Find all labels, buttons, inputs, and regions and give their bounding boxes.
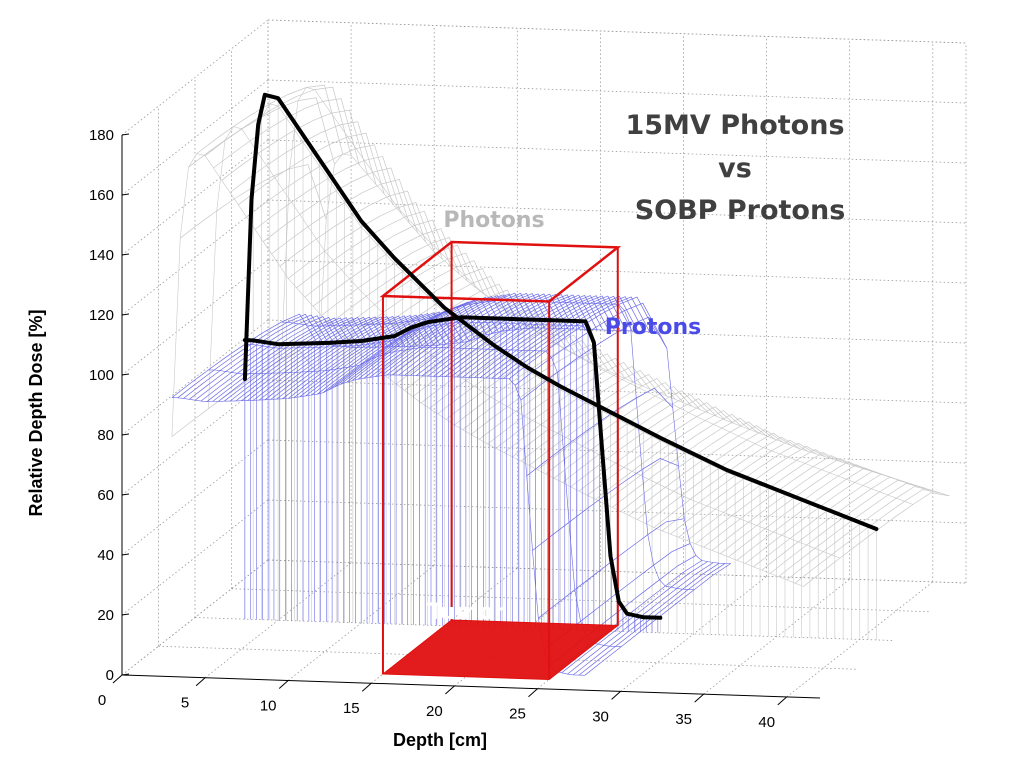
x-tick-mark (195, 677, 206, 687)
y-tick-mark (121, 613, 130, 616)
x-tick-mark (694, 693, 704, 703)
proton-mesh-contour (281, 300, 695, 590)
chart-title-line-2: vs (718, 153, 752, 184)
gridline-back-wall (267, 139, 967, 164)
y-tick-mark (121, 493, 130, 496)
x-tick-label: 30 (592, 708, 609, 725)
proton-mesh-contour (208, 346, 622, 647)
y-tick-mark (121, 133, 130, 136)
y-tick-label: 140 (89, 247, 114, 264)
x-tick-mark (611, 691, 621, 700)
y-tick-mark (121, 553, 130, 556)
y-tick-label: 20 (97, 607, 114, 624)
x-tick-label: 20 (426, 703, 443, 720)
y-tick-mark (121, 313, 130, 316)
x-tick-label: 5 (181, 695, 189, 712)
y-tick-mark (121, 673, 130, 676)
proton-mesh-contour (317, 327, 731, 564)
x-tick-label: 40 (758, 714, 775, 731)
protons-label: Protons (605, 315, 701, 340)
chart-title-line-3: SOBP Protons (635, 195, 846, 226)
gridline-floor-depth (231, 588, 930, 613)
y-tick-mark (121, 433, 130, 436)
x-tick-mark (361, 682, 372, 692)
gridline-back-wall (267, 79, 967, 104)
x-axis-line (121, 674, 821, 699)
y-tick-label: 180 (89, 127, 114, 144)
x-tick-label: 10 (260, 697, 277, 714)
depth-dose-curves (242, 92, 879, 620)
tumor-label: Tumor (427, 600, 504, 625)
photons-label: Photons (443, 208, 544, 233)
proton-mesh-contour (171, 374, 585, 676)
x-tick-mark (528, 688, 538, 698)
y-tick-mark (121, 373, 130, 376)
gridline-left-wall (121, 19, 269, 136)
y-tick-label: 40 (97, 547, 114, 564)
y-tick-label: 80 (97, 427, 114, 444)
gridline-back-wall (267, 199, 967, 224)
x-tick-mark (777, 696, 788, 706)
x-tick-label: 15 (343, 700, 360, 717)
y-tick-label: 0 (106, 667, 114, 684)
axes: 0 20 40 60 80 100 120 140 160 180 0 5 10 15 20 25 30 35 40 (89, 127, 821, 731)
y-tick-label: 100 (89, 367, 114, 384)
y-tick-label: 60 (97, 487, 114, 504)
proton-surface-mesh (171, 292, 731, 676)
photon-mesh-contour (171, 153, 804, 587)
photon-depth-dose-curve (242, 92, 879, 531)
tumor-floor (381, 619, 620, 681)
tumor-top (379, 240, 622, 303)
chart-title-line-1: 15MV Photons (625, 110, 844, 141)
photon-mesh-contour (317, 153, 950, 497)
y-tick-label: 120 (89, 307, 114, 324)
y-axis-title: Relative Depth Dose [%] (26, 309, 46, 516)
x-tick-mark (278, 680, 289, 689)
x-tick-mark (112, 674, 123, 684)
photon-mesh-contour (244, 103, 877, 531)
y-tick-label: 160 (89, 187, 114, 204)
y-tick-mark (121, 253, 130, 256)
x-tick-mark (445, 685, 455, 695)
y-tick-mark (121, 193, 130, 196)
gridline-top (267, 19, 967, 44)
x-axis-title: Depth [cm] (393, 730, 487, 750)
x-tick-label: 25 (509, 706, 526, 723)
tumor-box (379, 240, 622, 681)
x-tick-label: 35 (675, 711, 692, 728)
x-tick-label: 0 (98, 692, 106, 709)
